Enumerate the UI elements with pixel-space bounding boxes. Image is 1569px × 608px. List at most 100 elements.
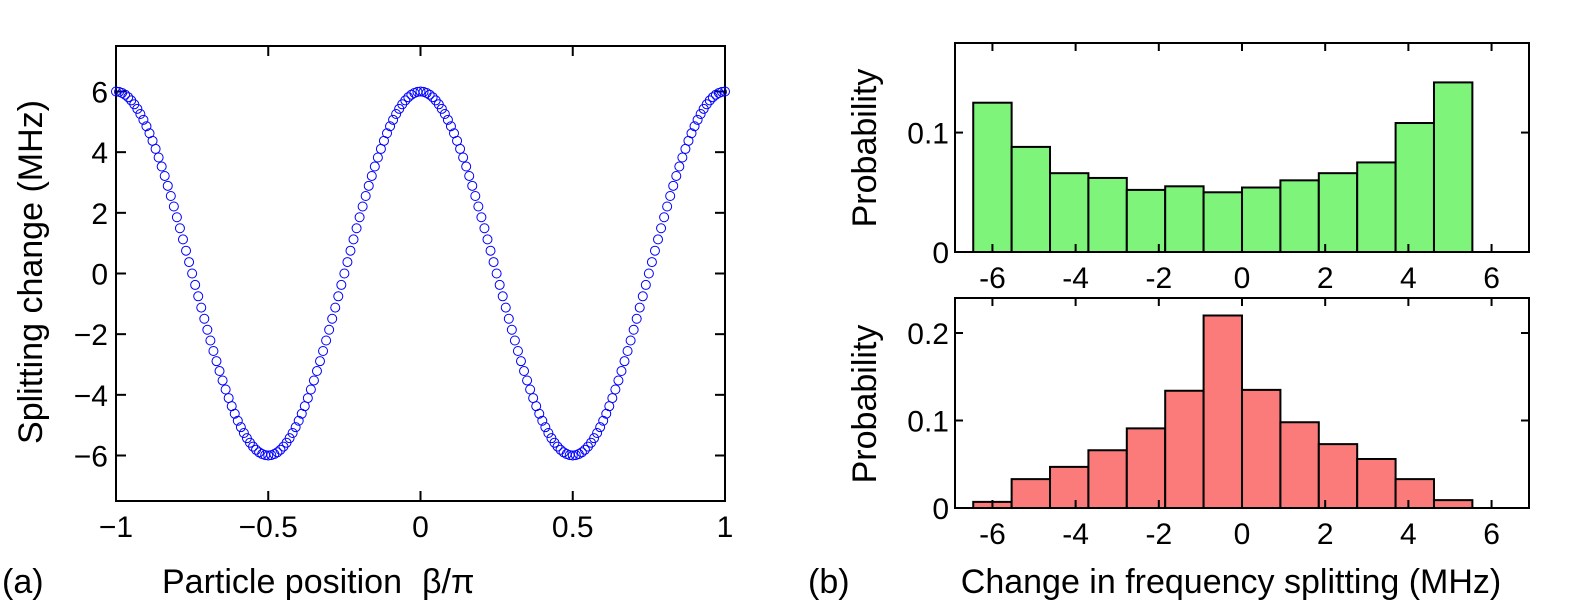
data-point [592,427,603,438]
panel-a-ylabel: Splitting change (MHz) [12,100,50,444]
data-point [427,92,438,103]
data-point [622,345,633,356]
data-point [643,268,654,279]
panel-b-bottom-bar [1356,458,1397,509]
data-point [686,128,697,139]
data-point [400,95,411,106]
data-point [442,114,453,125]
data-point [653,234,664,245]
data-point [141,121,152,132]
data-point [315,356,326,367]
panel-b-label: (b) [808,563,850,601]
panel-a-xtick-label: −0.5 [239,511,298,544]
data-point [616,366,627,377]
panel-b-bottom-xtick-label: 2 [1317,518,1334,551]
panel-b-top-xtick-label: 2 [1317,262,1334,295]
data-point [220,384,231,395]
panel-a-ytick-label: 6 [91,77,108,110]
data-point [552,441,563,452]
data-point [631,313,642,324]
panel-b-top-ytick-label: 0 [932,237,949,270]
panel-b-top-bar [1356,161,1397,253]
data-point [196,302,207,313]
data-point [123,92,134,103]
panel-b-top-xtick-label: 4 [1400,262,1417,295]
data-point [576,447,587,458]
panel-b-bottom-xtick-label: -2 [1145,518,1172,551]
data-point [558,447,569,458]
data-point [625,335,636,346]
data-point [461,161,472,172]
panel-a-xtick-label: 0 [412,511,429,544]
panel-b-xlabel: Change in frequency splitting (MHz) [961,563,1501,601]
data-point [360,191,371,202]
data-point [156,161,167,172]
panel-b-top-bar [1202,191,1243,253]
data-point [330,302,341,313]
data-point [366,170,377,181]
data-point [111,86,121,97]
data-point [232,415,243,426]
data-point [388,114,399,125]
data-point [595,422,606,433]
data-point [710,89,721,100]
panel-b-top-bar [1010,145,1052,253]
panel-b-bottom-plot: -6 -4 -2 0 2 4 6 0 0.1 0.2 Probability Change in … [808,297,1530,601]
data-point [519,366,530,377]
data-point [470,191,481,202]
data-point [525,384,536,395]
panel-a-axes-box [115,45,726,502]
data-point [205,335,216,346]
data-point [199,313,210,324]
data-point [202,324,213,335]
data-point [369,161,380,172]
data-point [177,234,188,245]
panel-b-bottom-xtick-label: 0 [1234,518,1251,551]
panel-b-bottom-bar [1317,443,1359,510]
data-point [579,444,590,455]
panel-b-top-bar [1087,176,1128,253]
panel-b-top-bar [1279,179,1320,253]
data-point [391,109,402,120]
data-point [187,268,198,279]
panel-b-bottom-bar [1010,478,1052,510]
data-point [272,447,283,458]
data-point [275,444,286,455]
data-point [284,433,295,444]
data-point [385,121,396,132]
data-point [382,128,392,139]
panel-b-top-bar [1317,172,1359,253]
panel-b-bottom-bar [1125,427,1167,510]
data-point [135,109,146,120]
data-point [488,257,499,268]
panel-b-top-bar [1432,81,1474,253]
data-point [665,191,676,202]
panel-b-bottom-xtick-label: -6 [979,518,1006,551]
data-point [677,152,688,163]
panel-b-bottom-ylabel: Probability [846,325,884,484]
data-point [692,114,703,125]
data-point [464,170,475,181]
data-point [318,345,329,356]
data-point [424,89,435,100]
data-point [689,121,700,132]
data-point [543,427,554,438]
panel-b-top-xtick-label: 0 [1234,262,1251,295]
data-point [445,121,456,132]
data-point [153,152,164,163]
panel-b-top-xtick-label: -6 [979,262,1006,295]
panel-a-ytick-label: 4 [91,137,108,170]
data-point [646,257,657,268]
panel-a-xlabel: Particle position [162,563,402,601]
data-point [695,109,706,120]
data-point [287,427,298,438]
data-point [473,201,484,212]
data-point [628,324,639,335]
data-point [491,268,502,279]
data-point [254,447,265,458]
panel-b-top-bar [1164,185,1205,253]
data-point [515,356,526,367]
data-point [534,408,545,419]
data-point [305,384,316,395]
data-point [485,245,496,256]
